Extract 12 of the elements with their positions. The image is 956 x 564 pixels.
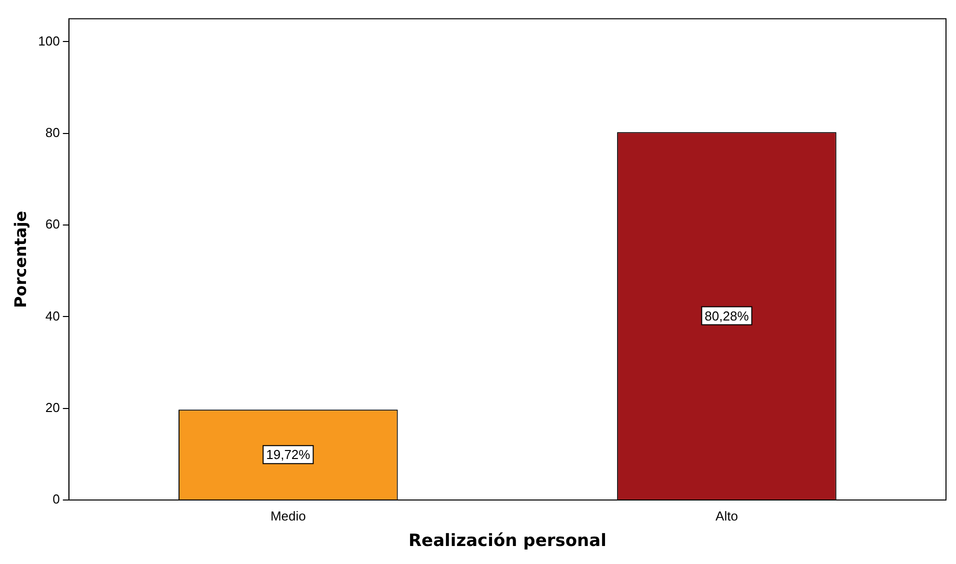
y-tick-label: 100: [38, 33, 60, 48]
y-tick-label: 0: [52, 492, 60, 507]
data-label: 80,28%: [704, 308, 750, 324]
y-tick-label: 40: [45, 308, 60, 324]
y-tick-label: 80: [45, 124, 60, 140]
data-label: 19,72%: [266, 447, 311, 462]
y-axis-title: Porcentaje: [10, 210, 30, 308]
x-tick-label: Alto: [716, 508, 738, 524]
y-tick-label: 60: [45, 216, 60, 232]
y-tick-label: 20: [45, 400, 60, 415]
x-axis-title: Realización personal: [408, 531, 606, 552]
x-tick-label: Medio: [270, 508, 306, 524]
